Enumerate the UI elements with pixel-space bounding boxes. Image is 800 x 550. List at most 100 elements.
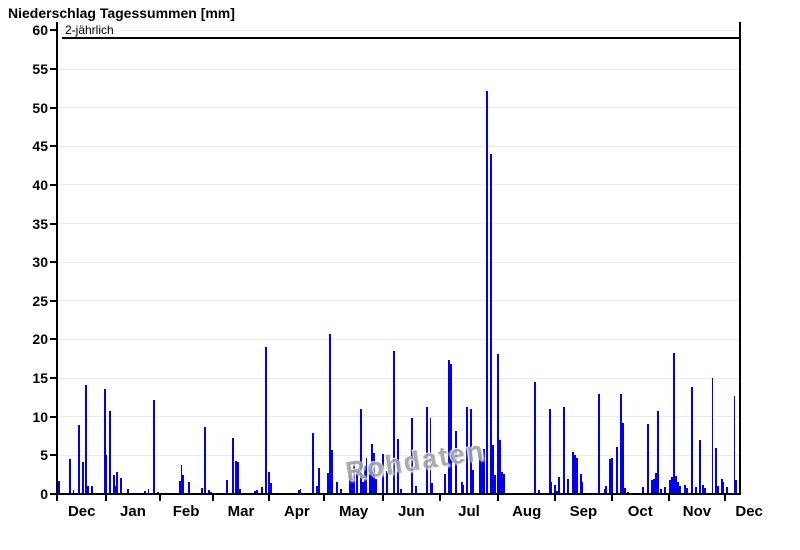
bar: [431, 483, 434, 494]
bar: [651, 480, 654, 494]
bar: [673, 352, 676, 494]
bar: [702, 484, 705, 494]
bar: [623, 487, 626, 494]
bar: [576, 458, 578, 494]
bar: [297, 490, 300, 494]
bar: [208, 490, 210, 494]
bar: [363, 466, 366, 494]
bar: [555, 490, 558, 494]
y-axis-tick-label: 50: [32, 99, 48, 116]
bar: [610, 457, 613, 494]
bar: [356, 470, 359, 494]
bar: [396, 439, 399, 494]
bar: [370, 443, 373, 494]
gridline: [57, 223, 740, 225]
gridline: [57, 145, 740, 147]
gridline: [57, 377, 740, 379]
bar: [209, 491, 212, 494]
threshold-line: [62, 37, 740, 40]
bar: [147, 489, 150, 494]
bar: [372, 453, 375, 494]
bar: [598, 394, 600, 494]
x-axis-tick: [438, 495, 441, 501]
bar: [204, 426, 207, 494]
bar: [480, 459, 483, 494]
bar: [444, 473, 447, 494]
bar: [656, 411, 659, 494]
bar: [187, 482, 190, 494]
bar: [120, 477, 123, 494]
bar: [182, 475, 185, 494]
y-axis-tick-label: 45: [32, 138, 48, 155]
bar: [349, 476, 351, 494]
bar: [156, 491, 159, 494]
threshold-label: 2-jährlich: [65, 23, 114, 38]
x-axis-tick: [105, 495, 108, 501]
bar: [350, 479, 353, 494]
bar: [735, 480, 738, 494]
bar: [317, 467, 320, 494]
bar: [116, 471, 119, 494]
gridline: [57, 338, 740, 340]
bar: [153, 399, 155, 494]
bar: [647, 424, 650, 494]
x-axis-month-label: Jun: [397, 503, 425, 520]
bar: [726, 487, 729, 494]
bar: [352, 463, 355, 494]
x-axis-month-label: Apr: [283, 503, 310, 520]
x-axis-month-label: Feb: [172, 503, 200, 520]
bar: [414, 485, 417, 494]
bar: [654, 473, 657, 494]
bar: [261, 487, 264, 494]
x-axis-month-label: Dec: [735, 503, 763, 520]
bar: [609, 459, 611, 494]
bar: [698, 439, 701, 494]
bar: [684, 484, 686, 494]
bar: [466, 407, 469, 494]
bar: [374, 478, 377, 494]
bar: [361, 482, 364, 494]
y-axis-tick: [50, 68, 56, 71]
bar: [497, 354, 500, 494]
bar: [400, 489, 403, 494]
bar: [482, 449, 485, 494]
bar: [566, 478, 569, 494]
bar: [620, 393, 622, 494]
bar: [676, 482, 679, 494]
bar: [660, 489, 663, 494]
bar: [255, 490, 258, 494]
bar: [299, 488, 302, 494]
y-axis-tick-label: 25: [32, 292, 48, 309]
x-axis-month-label: Sep: [569, 503, 598, 520]
y-axis-tick: [50, 493, 56, 495]
bar: [57, 480, 60, 494]
bar: [574, 455, 577, 494]
gridline: [57, 261, 740, 263]
bar: [557, 477, 560, 494]
bar: [621, 422, 624, 494]
bar: [392, 351, 395, 494]
bar: [652, 478, 655, 494]
bar: [87, 485, 90, 494]
x-axis-tick: [211, 495, 214, 501]
y-axis-tick: [50, 377, 56, 380]
bar: [581, 482, 584, 494]
bar: [270, 483, 273, 494]
x-axis-tick: [497, 495, 500, 501]
bar: [685, 487, 688, 494]
bar: [78, 425, 80, 494]
bar: [178, 480, 181, 494]
x-axis-month-label: Nov: [682, 503, 712, 520]
x-axis-month-label: Mar: [227, 503, 255, 520]
bar: [81, 461, 84, 494]
y-axis-tick: [50, 183, 56, 186]
bar: [455, 430, 458, 494]
bar: [548, 409, 551, 494]
bar: [554, 484, 556, 494]
bar: [501, 471, 503, 494]
bar: [671, 477, 674, 494]
bar: [493, 475, 496, 494]
x-axis-month-label: Dec: [67, 503, 96, 520]
